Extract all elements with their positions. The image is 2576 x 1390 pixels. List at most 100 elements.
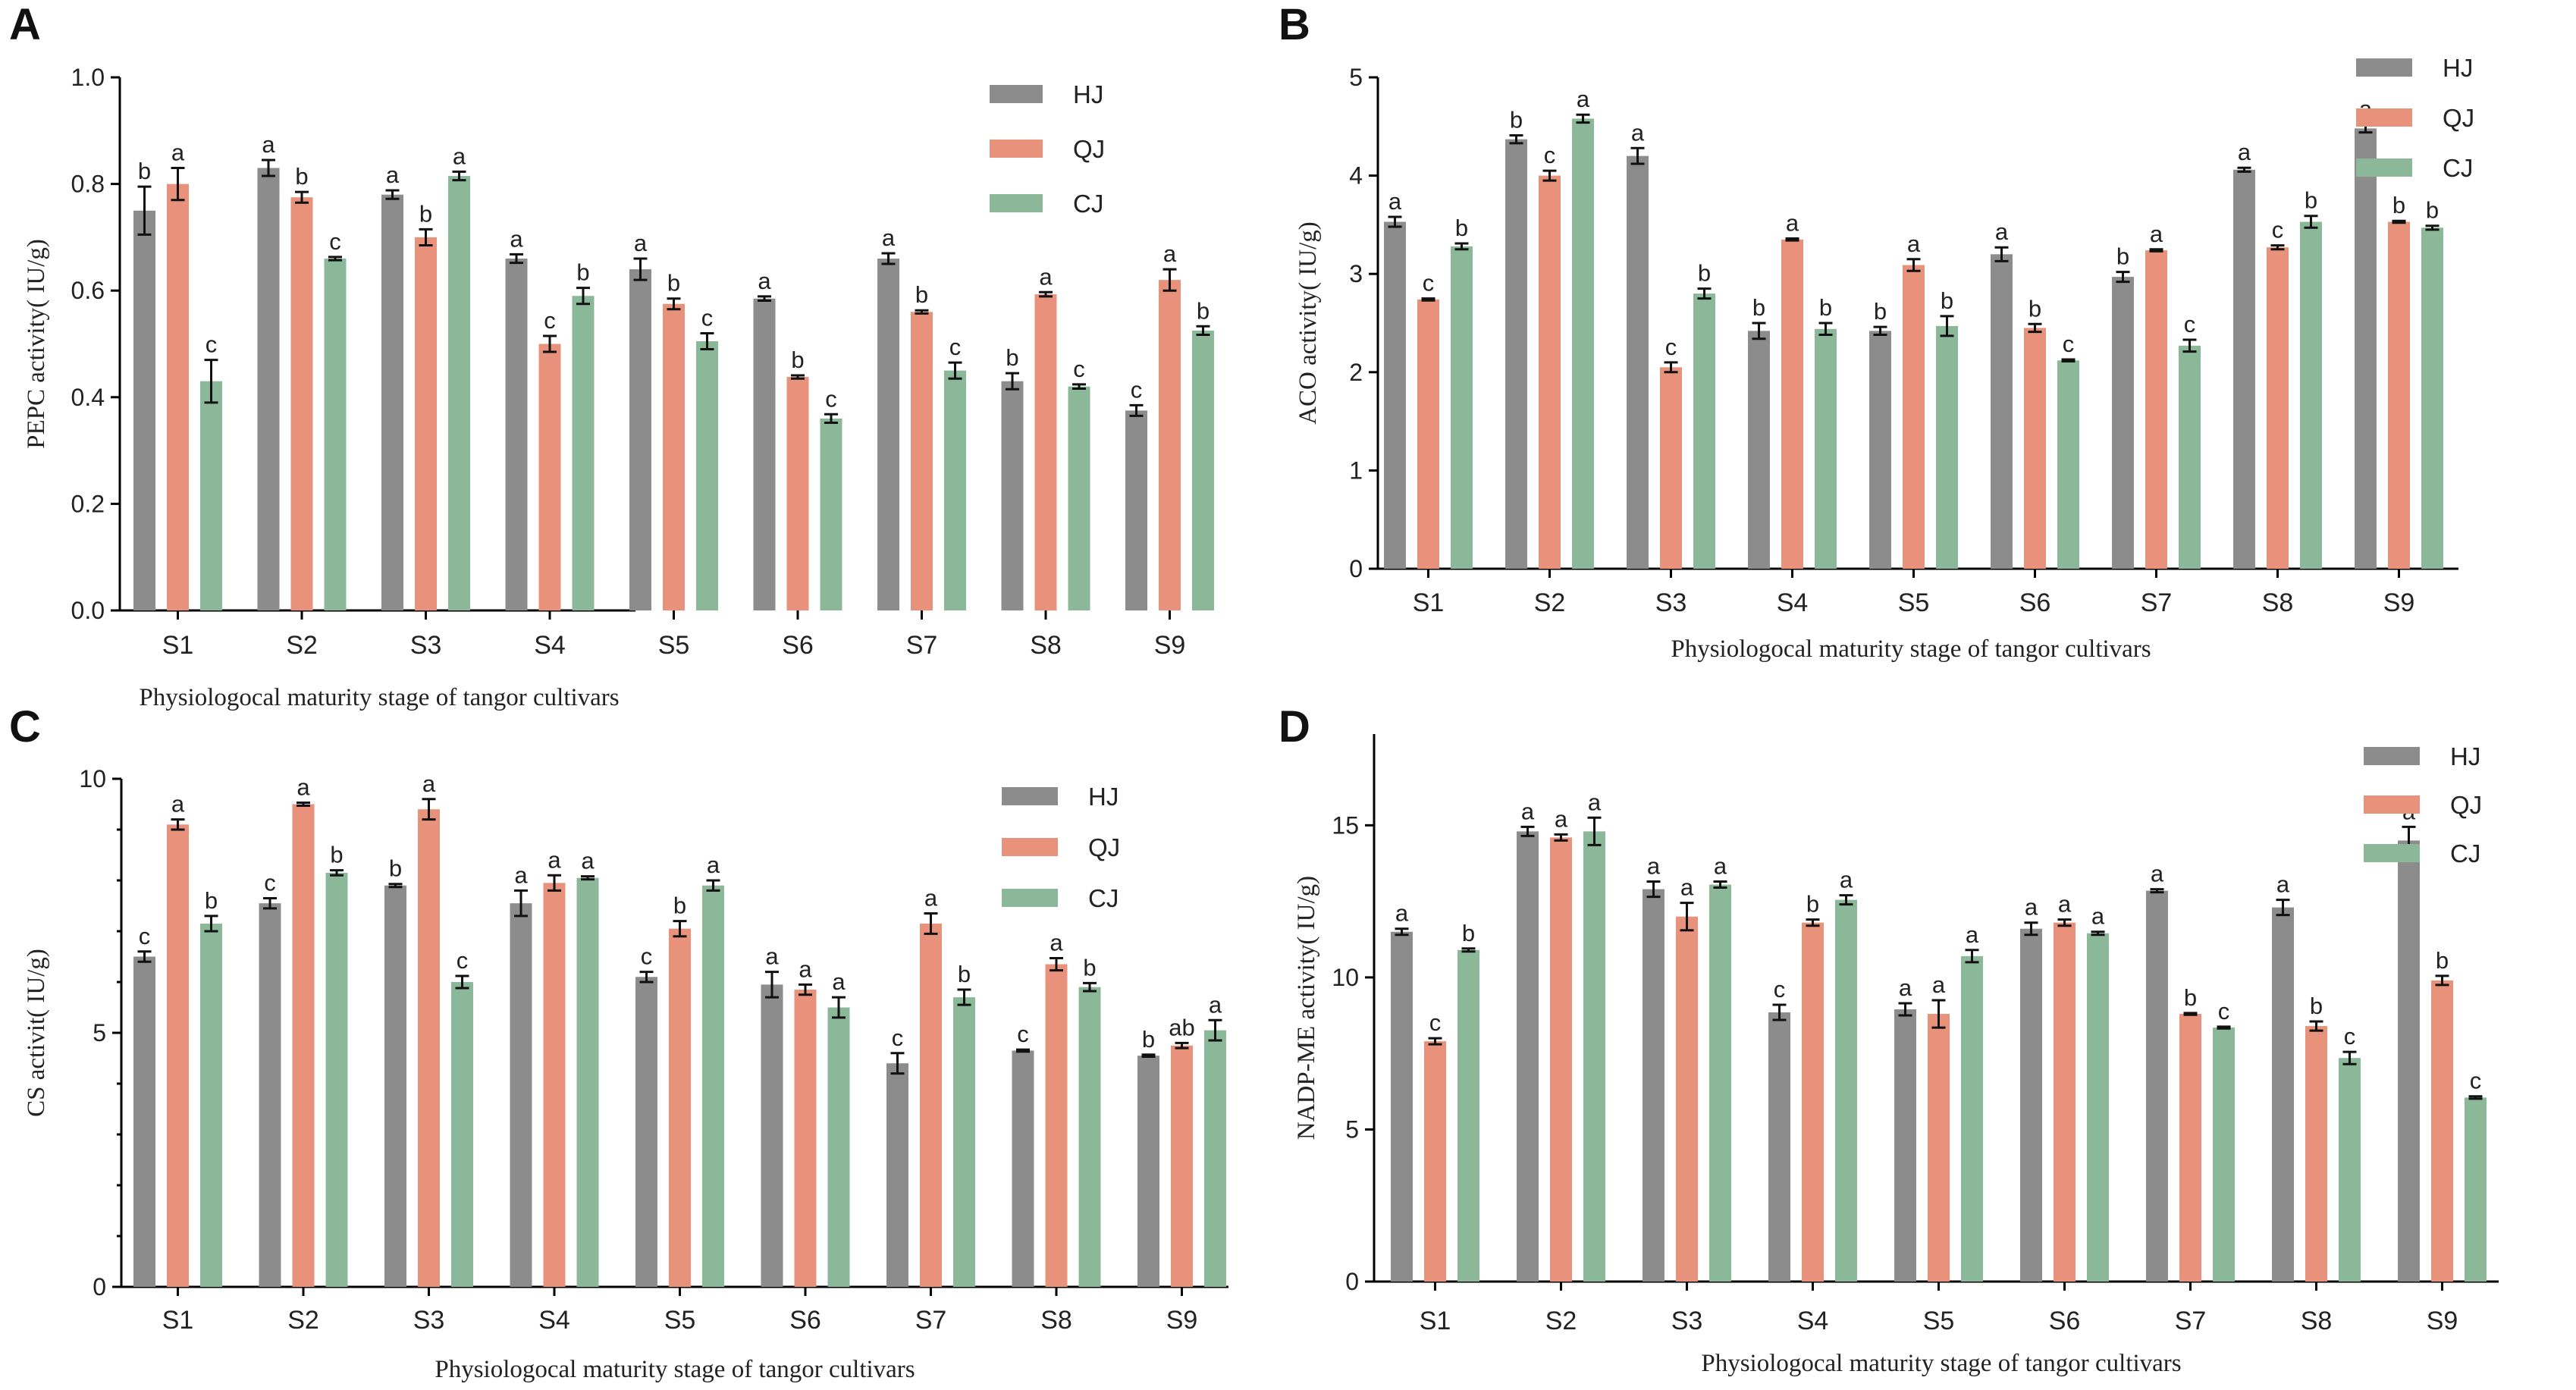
significance-letter: a bbox=[1555, 805, 1568, 832]
x-category-label: S2 bbox=[1534, 588, 1566, 617]
y-tick-label: 4 bbox=[1349, 162, 1363, 190]
significance-letter: c bbox=[825, 385, 837, 412]
significance-letter: b bbox=[1698, 260, 1711, 287]
bar-CJ-S9 bbox=[2421, 227, 2443, 569]
x-category-label: S5 bbox=[1923, 1307, 1955, 1335]
bar-QJ-S7 bbox=[911, 312, 933, 610]
legend-swatch-HJ bbox=[1002, 787, 1058, 805]
y-tick-label: 3 bbox=[1349, 260, 1363, 287]
bar-HJ-S3 bbox=[384, 885, 406, 1287]
y-tick-label: 0.8 bbox=[71, 171, 105, 198]
significance-letter: b bbox=[1142, 1026, 1155, 1053]
y-tick-label: 10 bbox=[79, 765, 106, 792]
x-axis-title: Physiologocal maturity stage of tangor c… bbox=[435, 1356, 915, 1383]
y-tick-label: 5 bbox=[93, 1019, 106, 1046]
legend-label-QJ: QJ bbox=[1088, 833, 1120, 861]
bar-HJ-S3 bbox=[1643, 889, 1665, 1282]
bar-QJ-S2 bbox=[1550, 837, 1572, 1282]
bar-QJ-S2 bbox=[292, 804, 315, 1287]
significance-letter: b bbox=[1752, 294, 1765, 321]
bar-QJ-S5 bbox=[663, 303, 685, 610]
bar-QJ-S5 bbox=[669, 928, 691, 1287]
bar-CJ-S1 bbox=[200, 381, 222, 610]
significance-letter: b bbox=[1455, 215, 1468, 241]
bar-HJ-S5 bbox=[1869, 331, 1891, 569]
significance-letter: a bbox=[171, 791, 185, 817]
x-category-label: S8 bbox=[1030, 631, 1062, 660]
bar-HJ-S6 bbox=[761, 984, 783, 1287]
bar-QJ-S8 bbox=[2305, 1026, 2327, 1282]
x-category-label: S9 bbox=[1166, 1306, 1198, 1335]
panel-letter: B bbox=[1279, 0, 1310, 49]
legend-label-HJ: HJ bbox=[1073, 80, 1103, 108]
bar-HJ-S4 bbox=[1748, 331, 1770, 569]
significance-letter: a bbox=[1840, 867, 1853, 893]
bar-HJ-S6 bbox=[1991, 254, 2013, 569]
significance-letter: c bbox=[329, 228, 341, 255]
x-category-label: S3 bbox=[410, 631, 442, 660]
bar-QJ-S7 bbox=[2179, 1014, 2201, 1282]
bar-CJ-S5 bbox=[1961, 955, 1983, 1282]
y-tick-label: 0 bbox=[93, 1273, 106, 1301]
significance-letter: c bbox=[701, 304, 714, 331]
significance-letter: a bbox=[297, 773, 310, 800]
bar-HJ-S8 bbox=[2272, 907, 2294, 1282]
significance-letter: c bbox=[1544, 142, 1556, 168]
legend-label-QJ: QJ bbox=[2450, 791, 2482, 819]
legend-swatch-HJ bbox=[990, 85, 1043, 103]
bar-HJ-S8 bbox=[1001, 381, 1024, 610]
x-category-label: S9 bbox=[2383, 588, 2415, 617]
significance-letter: a bbox=[1588, 789, 1602, 815]
x-category-label: S7 bbox=[2175, 1307, 2207, 1335]
y-tick-label: 2 bbox=[1349, 359, 1363, 386]
significance-letter: c bbox=[1665, 334, 1677, 360]
significance-letter: c bbox=[206, 331, 218, 358]
bar-HJ-S4 bbox=[1768, 1012, 1790, 1282]
bar-QJ-S1 bbox=[167, 184, 189, 611]
significance-letter: b bbox=[1874, 298, 1887, 325]
x-category-label: S8 bbox=[2301, 1307, 2333, 1335]
legend-swatch-QJ bbox=[2356, 108, 2412, 127]
significance-letter: b bbox=[2184, 984, 2197, 1011]
significance-letter: a bbox=[1395, 900, 1409, 927]
significance-letter: c bbox=[2470, 1068, 2482, 1094]
bar-HJ-S2 bbox=[1517, 831, 1539, 1282]
significance-letter: b bbox=[419, 200, 432, 227]
bar-CJ-S4 bbox=[1835, 899, 1857, 1282]
x-category-label: S1 bbox=[1413, 588, 1445, 617]
significance-letter: a bbox=[832, 968, 846, 995]
bar-QJ-S9 bbox=[1159, 280, 1181, 610]
significance-letter: c bbox=[949, 334, 962, 360]
legend-swatch-HJ bbox=[2364, 747, 2420, 765]
bar-CJ-S3 bbox=[1693, 293, 1715, 569]
legend-label-HJ: HJ bbox=[1088, 783, 1119, 811]
legend-label-HJ: HJ bbox=[2450, 742, 2480, 770]
significance-letter: b bbox=[1197, 297, 1210, 324]
significance-letter: a bbox=[882, 224, 896, 251]
legend-label-QJ: QJ bbox=[2443, 104, 2474, 132]
significance-letter: a bbox=[1714, 853, 1727, 880]
y-axis-title: NADP-ME activity( IU/g) bbox=[1293, 876, 1320, 1140]
bar-CJ-S2 bbox=[1572, 118, 1594, 569]
bar-HJ-S5 bbox=[629, 269, 651, 610]
significance-letter: a bbox=[707, 852, 720, 878]
bar-HJ-S1 bbox=[133, 210, 155, 610]
legend-label-QJ: QJ bbox=[1073, 135, 1105, 163]
bar-CJ-S1 bbox=[1451, 246, 1473, 569]
x-category-label: S8 bbox=[1040, 1306, 1072, 1335]
significance-letter: b bbox=[295, 163, 308, 190]
significance-letter: a bbox=[758, 268, 771, 294]
bar-QJ-S7 bbox=[2145, 250, 2167, 569]
bar-QJ-S9 bbox=[1171, 1045, 1193, 1287]
bar-CJ-S8 bbox=[2339, 1058, 2361, 1282]
significance-letter: b bbox=[576, 259, 589, 286]
legend-label-CJ: CJ bbox=[1073, 190, 1103, 218]
bar-HJ-S3 bbox=[1627, 155, 1649, 569]
bar-HJ-S2 bbox=[1505, 139, 1527, 569]
bar-CJ-S9 bbox=[1204, 1030, 1226, 1287]
y-tick-label: 0 bbox=[1349, 555, 1363, 582]
x-category-label: S5 bbox=[658, 631, 690, 660]
x-category-label: S6 bbox=[789, 1306, 821, 1335]
bar-QJ-S6 bbox=[2054, 922, 2076, 1282]
